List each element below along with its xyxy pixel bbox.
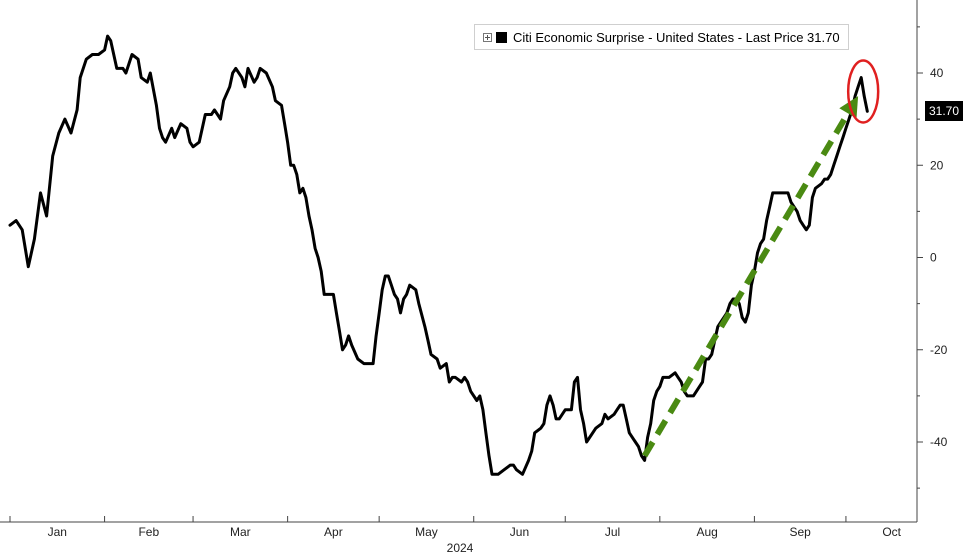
legend-toggle-icon[interactable] (483, 32, 492, 42)
x-axis: Jan Feb Mar Apr May Jun Jul Aug Sep Oct 2024 (0, 516, 917, 555)
series-line (8, 34, 869, 476)
x-tick-label: May (415, 525, 438, 539)
x-tick-label: Jun (510, 525, 529, 539)
y-tick-label: -40 (930, 435, 948, 449)
legend[interactable]: Citi Economic Surprise - United States -… (474, 24, 849, 50)
x-tick-label: Aug (696, 525, 717, 539)
trend-arrow-shaft (641, 111, 851, 458)
legend-swatch-icon (496, 31, 507, 43)
plot-area (8, 34, 880, 476)
last-price-tag: 31.70 (925, 101, 963, 121)
x-tick-label: Mar (230, 525, 251, 539)
x-tick-label: Sep (789, 525, 811, 539)
y-tick-label: 0 (930, 251, 937, 265)
x-tick-label: Oct (882, 525, 901, 539)
legend-label: Citi Economic Surprise - United States -… (513, 29, 840, 45)
highlight-ellipse (846, 59, 880, 124)
x-tick-label: Apr (324, 525, 343, 539)
x-tick-label: Feb (138, 525, 159, 539)
x-tick-label: Jan (48, 525, 67, 539)
y-axis: -40 -20 0 20 40 (916, 0, 948, 522)
y-tick-label: 40 (930, 66, 944, 80)
y-tick-label: -20 (930, 343, 948, 357)
x-axis-title: 2024 (447, 541, 474, 555)
x-tick-label: Jul (605, 525, 620, 539)
y-tick-label: 20 (930, 158, 944, 172)
